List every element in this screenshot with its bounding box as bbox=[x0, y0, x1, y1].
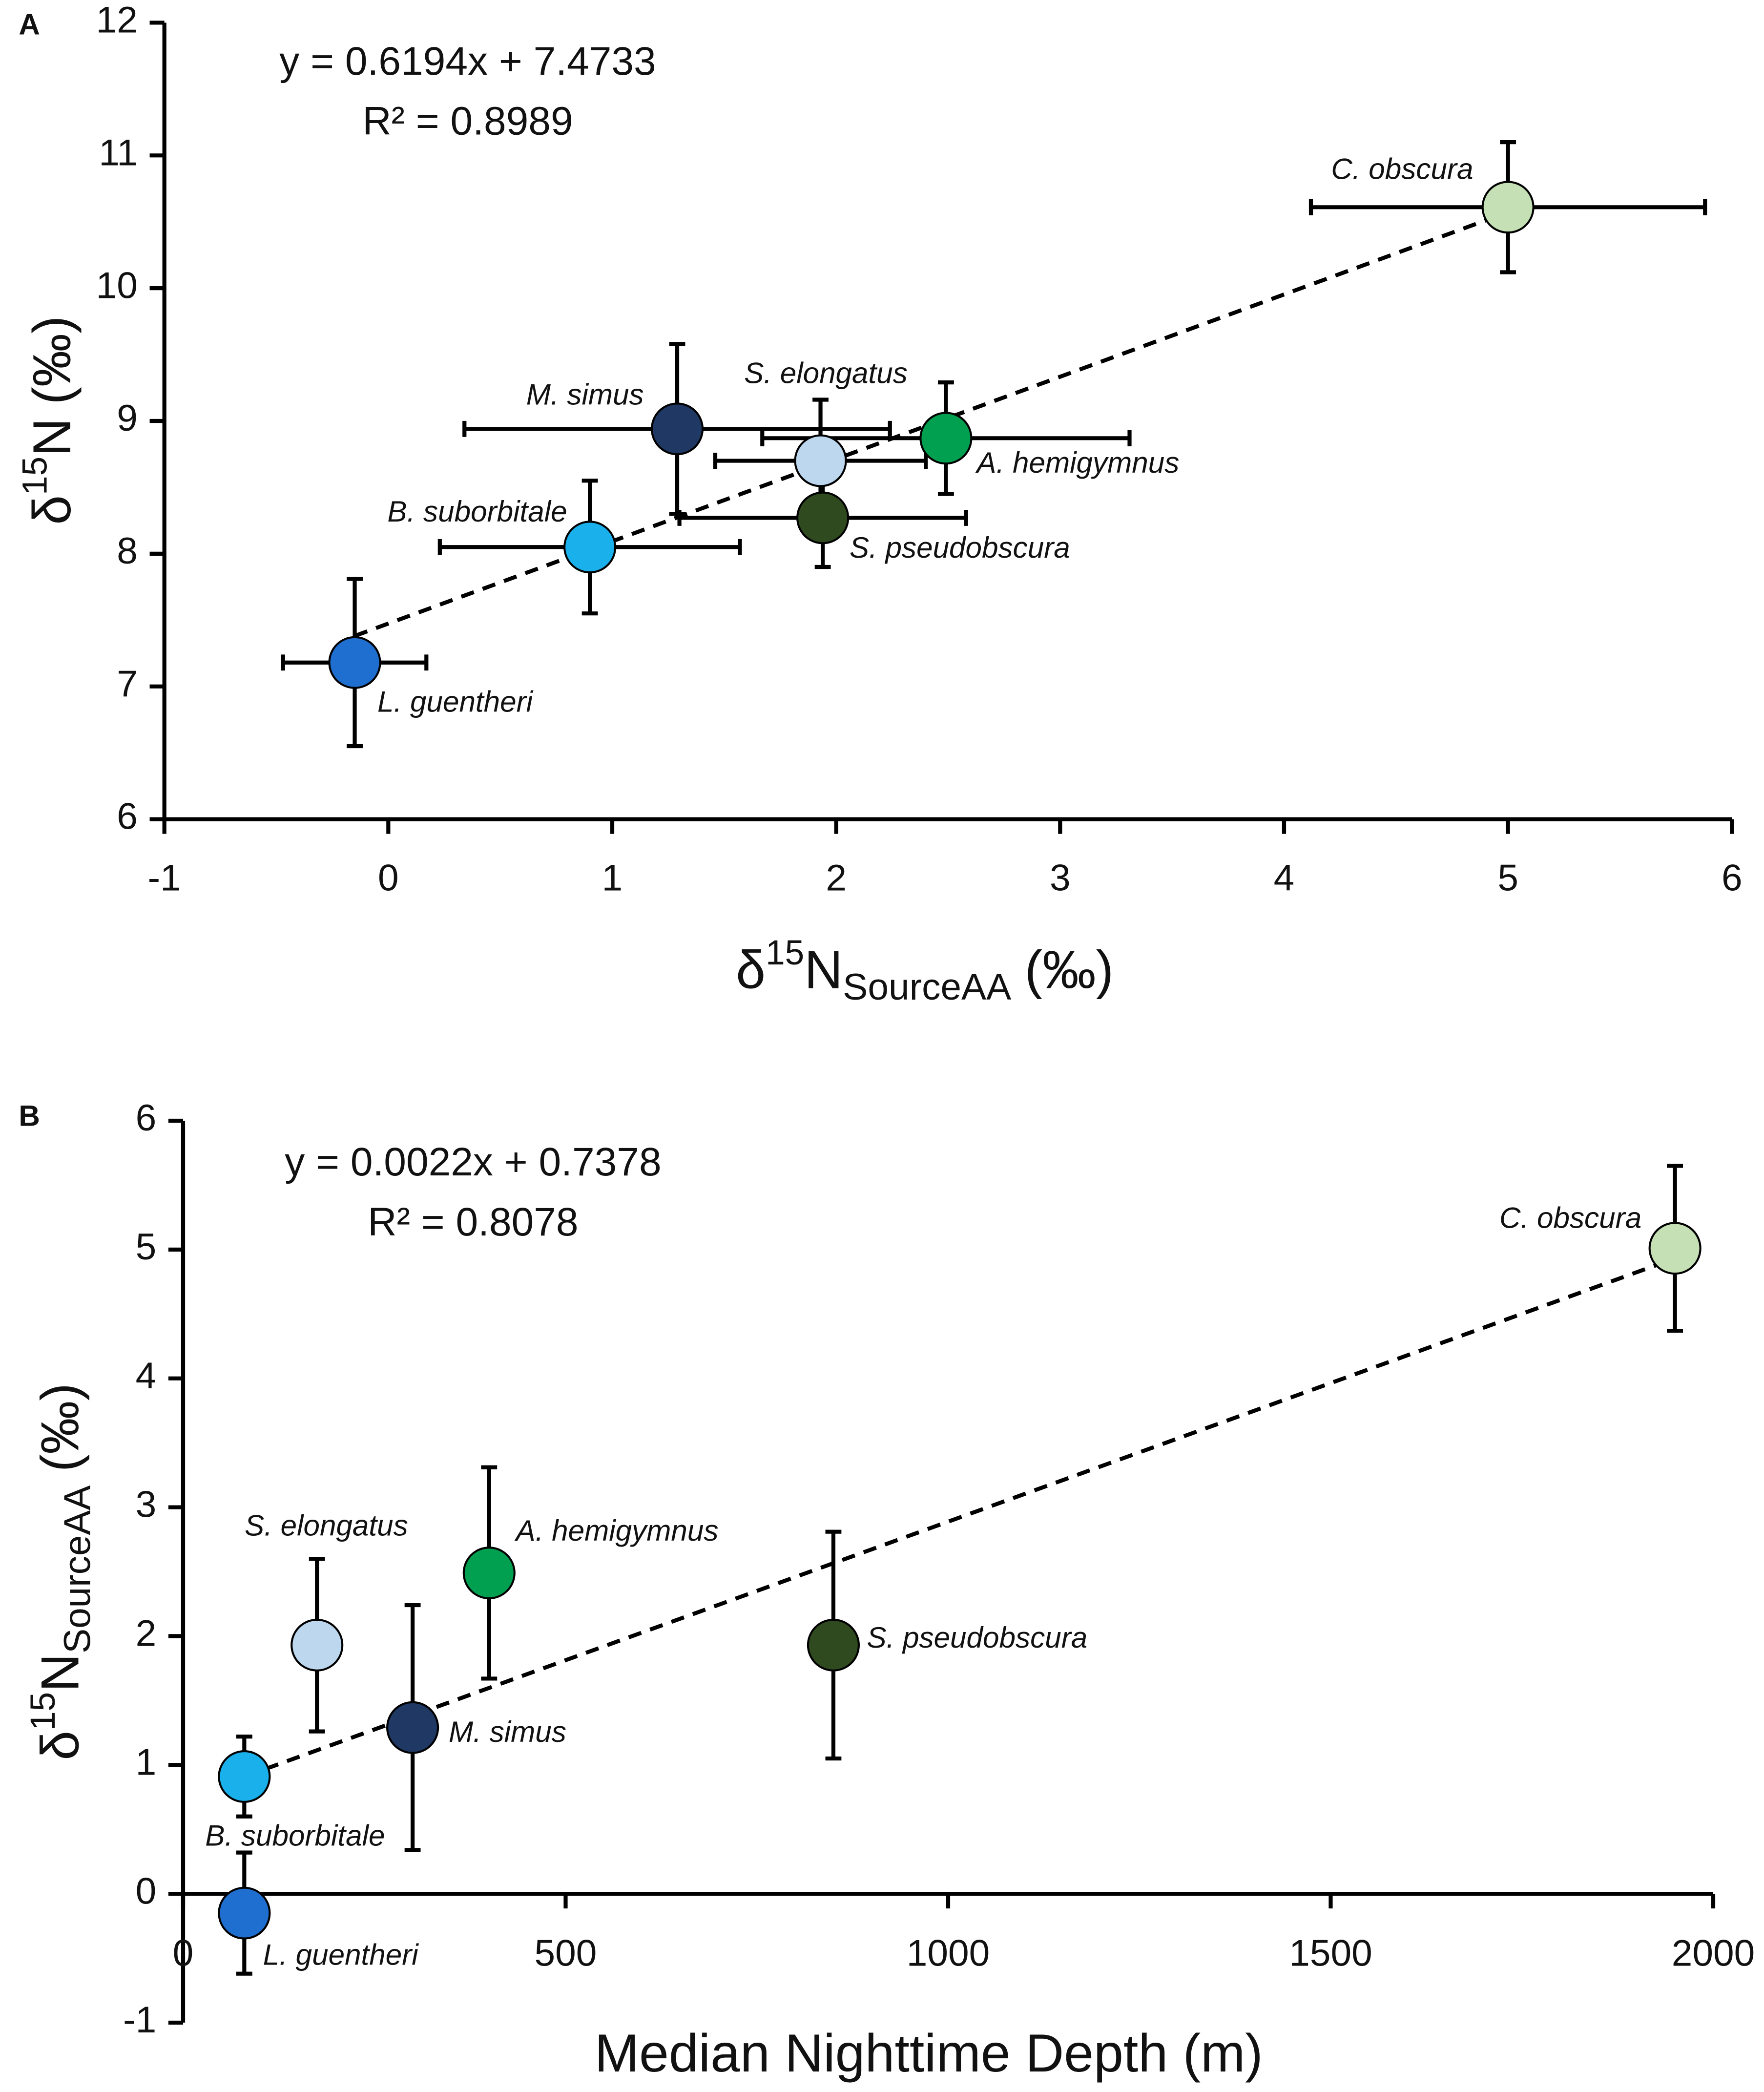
point bbox=[807, 1618, 860, 1672]
axis-title: δ15N (‰) bbox=[16, 316, 82, 525]
x-tick-label: 2000 bbox=[1672, 1933, 1755, 1974]
point-label: B. suborbitale bbox=[205, 1820, 385, 1852]
x-tick-label: 1500 bbox=[1289, 1933, 1372, 1974]
point-label: C. obscura bbox=[1331, 152, 1473, 185]
axis-title-part: δ bbox=[22, 495, 82, 525]
point bbox=[218, 1750, 271, 1803]
point-label: L. guentheri bbox=[263, 1939, 419, 1971]
axis-title-part: 15 bbox=[766, 934, 804, 972]
x-tick-label: 0 bbox=[378, 857, 399, 899]
y-tick-label: 10 bbox=[96, 265, 138, 306]
axis-title-part: δ bbox=[736, 940, 766, 1000]
y-tick-label: 6 bbox=[136, 1097, 157, 1139]
point bbox=[1648, 1222, 1702, 1275]
equation: y = 0.0022x + 0.7378 bbox=[285, 1140, 661, 1184]
point bbox=[563, 521, 617, 574]
y-tick-label: 3 bbox=[136, 1484, 157, 1526]
y-tick-label: 0 bbox=[136, 1870, 157, 1912]
x-tick-label: 5 bbox=[1497, 857, 1518, 899]
point-label: S. pseudobscura bbox=[850, 531, 1070, 564]
y-tick-label: 1 bbox=[136, 1741, 157, 1783]
x-tick-label: 1000 bbox=[907, 1933, 990, 1974]
y-tick-label: 6 bbox=[117, 796, 138, 837]
axis-title-part: (‰) bbox=[22, 316, 82, 405]
point bbox=[328, 636, 381, 689]
point bbox=[291, 1618, 344, 1672]
x-tick-label: 0 bbox=[173, 1933, 194, 1974]
equation: R² = 0.8078 bbox=[368, 1200, 578, 1244]
point-label: C. obscura bbox=[1499, 1202, 1641, 1234]
point-label: A. hemigymnus bbox=[975, 446, 1179, 479]
y-tick-label: 11 bbox=[99, 132, 138, 174]
y-tick-label: 4 bbox=[136, 1355, 157, 1397]
point bbox=[462, 1547, 516, 1600]
y-tick-label: 12 bbox=[96, 0, 138, 41]
x-tick-label: 3 bbox=[1050, 857, 1071, 899]
point bbox=[796, 491, 850, 544]
point bbox=[1481, 181, 1535, 234]
y-tick-label: 5 bbox=[136, 1226, 157, 1268]
point-label: L. guentheri bbox=[377, 685, 534, 718]
axis-title-part: 15 bbox=[24, 1692, 62, 1731]
axis-title: δ15NSourceAA (‰) bbox=[736, 934, 1114, 1008]
point-label: A. hemigymnus bbox=[515, 1514, 719, 1547]
y-tick-label: 2 bbox=[136, 1613, 157, 1654]
axis-title-part: N bbox=[30, 1653, 90, 1692]
point bbox=[386, 1701, 439, 1754]
point bbox=[218, 1886, 271, 1940]
y-tick-label: -1 bbox=[123, 1999, 156, 2041]
axis-title-part: SourceAA bbox=[843, 967, 1011, 1008]
x-tick-label: 6 bbox=[1722, 857, 1743, 899]
axis-title-part: δ bbox=[30, 1731, 90, 1760]
axis-title-part: N bbox=[804, 940, 843, 1000]
equation: y = 0.6194x + 7.4733 bbox=[279, 39, 656, 84]
point-label: S. elongatus bbox=[245, 1509, 408, 1542]
equation: R² = 0.8989 bbox=[362, 99, 573, 144]
axis-title-part: (‰) bbox=[1025, 940, 1114, 1000]
y-tick-label: 8 bbox=[117, 530, 138, 572]
x-tick-label: 2 bbox=[826, 857, 847, 899]
trend-line bbox=[243, 1256, 1676, 1778]
axis-title-part: SourceAA bbox=[57, 1485, 98, 1653]
panel-label: B bbox=[19, 1099, 40, 1132]
x-tick-label: 1 bbox=[602, 857, 623, 899]
point-label: M. simus bbox=[449, 1715, 566, 1748]
x-tick-label: -1 bbox=[148, 857, 181, 899]
panel-label: A bbox=[19, 8, 40, 41]
x-axis-title: Median Nighttime Depth (m) bbox=[595, 2024, 1263, 2083]
x-tick-label: 500 bbox=[535, 1933, 597, 1974]
point bbox=[794, 434, 847, 487]
point-label: B. suborbitale bbox=[387, 495, 567, 528]
point bbox=[919, 412, 973, 465]
axis-title-part: N bbox=[22, 418, 82, 457]
point-label: M. simus bbox=[526, 378, 644, 411]
point-label: S. elongatus bbox=[744, 357, 908, 390]
x-tick-label: 4 bbox=[1274, 857, 1295, 899]
y-tick-label: 7 bbox=[117, 663, 138, 705]
axis-title-part: 15 bbox=[16, 457, 54, 495]
axis-title-part: (‰) bbox=[30, 1383, 90, 1472]
y-tick-label: 9 bbox=[117, 397, 138, 439]
point bbox=[650, 402, 704, 456]
point-label: S. pseudobscura bbox=[867, 1621, 1087, 1654]
axis-title: δ15NSourceAA (‰) bbox=[24, 1383, 99, 1760]
